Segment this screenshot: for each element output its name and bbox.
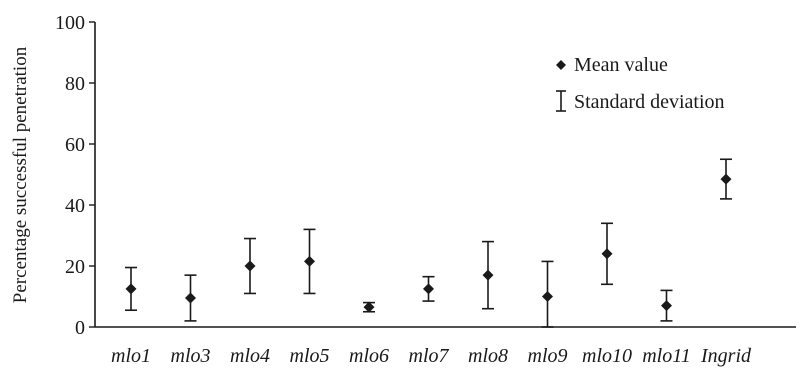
data-point-group [601, 222, 613, 286]
legend-mean-marker [556, 60, 566, 70]
mean-marker [244, 260, 256, 272]
x-tick-label: mlo7 [409, 345, 450, 367]
mean-marker [661, 300, 672, 312]
legend-std-label: Standard deviation [574, 91, 725, 113]
y-axis-label: Percentage successful penetration [10, 46, 31, 303]
data-point-group [244, 237, 256, 295]
x-tick-label: mlo11 [642, 345, 691, 367]
legend-mean-label: Mean value [574, 54, 668, 76]
data-point-group [541, 260, 554, 328]
data-point-group [422, 275, 435, 302]
x-tick-label: mlo8 [468, 345, 508, 367]
data-point-group [482, 240, 494, 310]
y-tick-label: 80 [65, 73, 85, 95]
mean-marker [185, 292, 196, 304]
mean-marker [542, 291, 553, 302]
data-point-group [660, 289, 673, 322]
x-tick-label: mlo4 [230, 345, 270, 367]
x-tick-label: mlo3 [171, 345, 211, 367]
mean-marker [363, 301, 375, 313]
mean-marker [423, 283, 434, 295]
x-tick-label: mlo1 [111, 345, 151, 367]
mean-marker [720, 173, 732, 185]
data-point-group [303, 228, 316, 295]
y-tick-label: 0 [75, 317, 85, 339]
data-point-group [125, 266, 137, 312]
data-point-group [184, 274, 197, 322]
legend: Mean value Standard deviation [556, 54, 725, 113]
x-tick-label: mlo10 [582, 345, 632, 367]
mean-marker [482, 269, 494, 281]
x-tick-label: mlo9 [528, 345, 568, 367]
mean-marker [125, 283, 137, 295]
x-tick-label: mlo6 [349, 345, 389, 367]
y-tick-label: 60 [65, 134, 85, 156]
mean-marker [304, 255, 315, 267]
mean-marker [601, 248, 613, 260]
y-ticks: 0 20 40 60 80 100 [55, 12, 95, 339]
x-tick-label: Ingrid [700, 345, 752, 367]
axes [94, 22, 796, 328]
y-tick-label: 100 [55, 12, 85, 34]
data-point-group [363, 301, 375, 313]
data-points [125, 158, 732, 328]
data-point-group [720, 158, 732, 200]
x-ticks: mlo1 mlo3 mlo4 mlo5 mlo6 mlo7 mlo8 mlo9 mlo10 mlo… [111, 345, 752, 367]
y-tick-label: 20 [65, 256, 85, 278]
legend-std-marker [556, 90, 566, 112]
y-tick-label: 40 [65, 195, 85, 217]
x-tick-label: mlo5 [290, 345, 330, 367]
